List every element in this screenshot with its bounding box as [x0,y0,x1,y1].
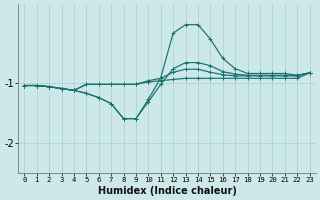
X-axis label: Humidex (Indice chaleur): Humidex (Indice chaleur) [98,186,236,196]
